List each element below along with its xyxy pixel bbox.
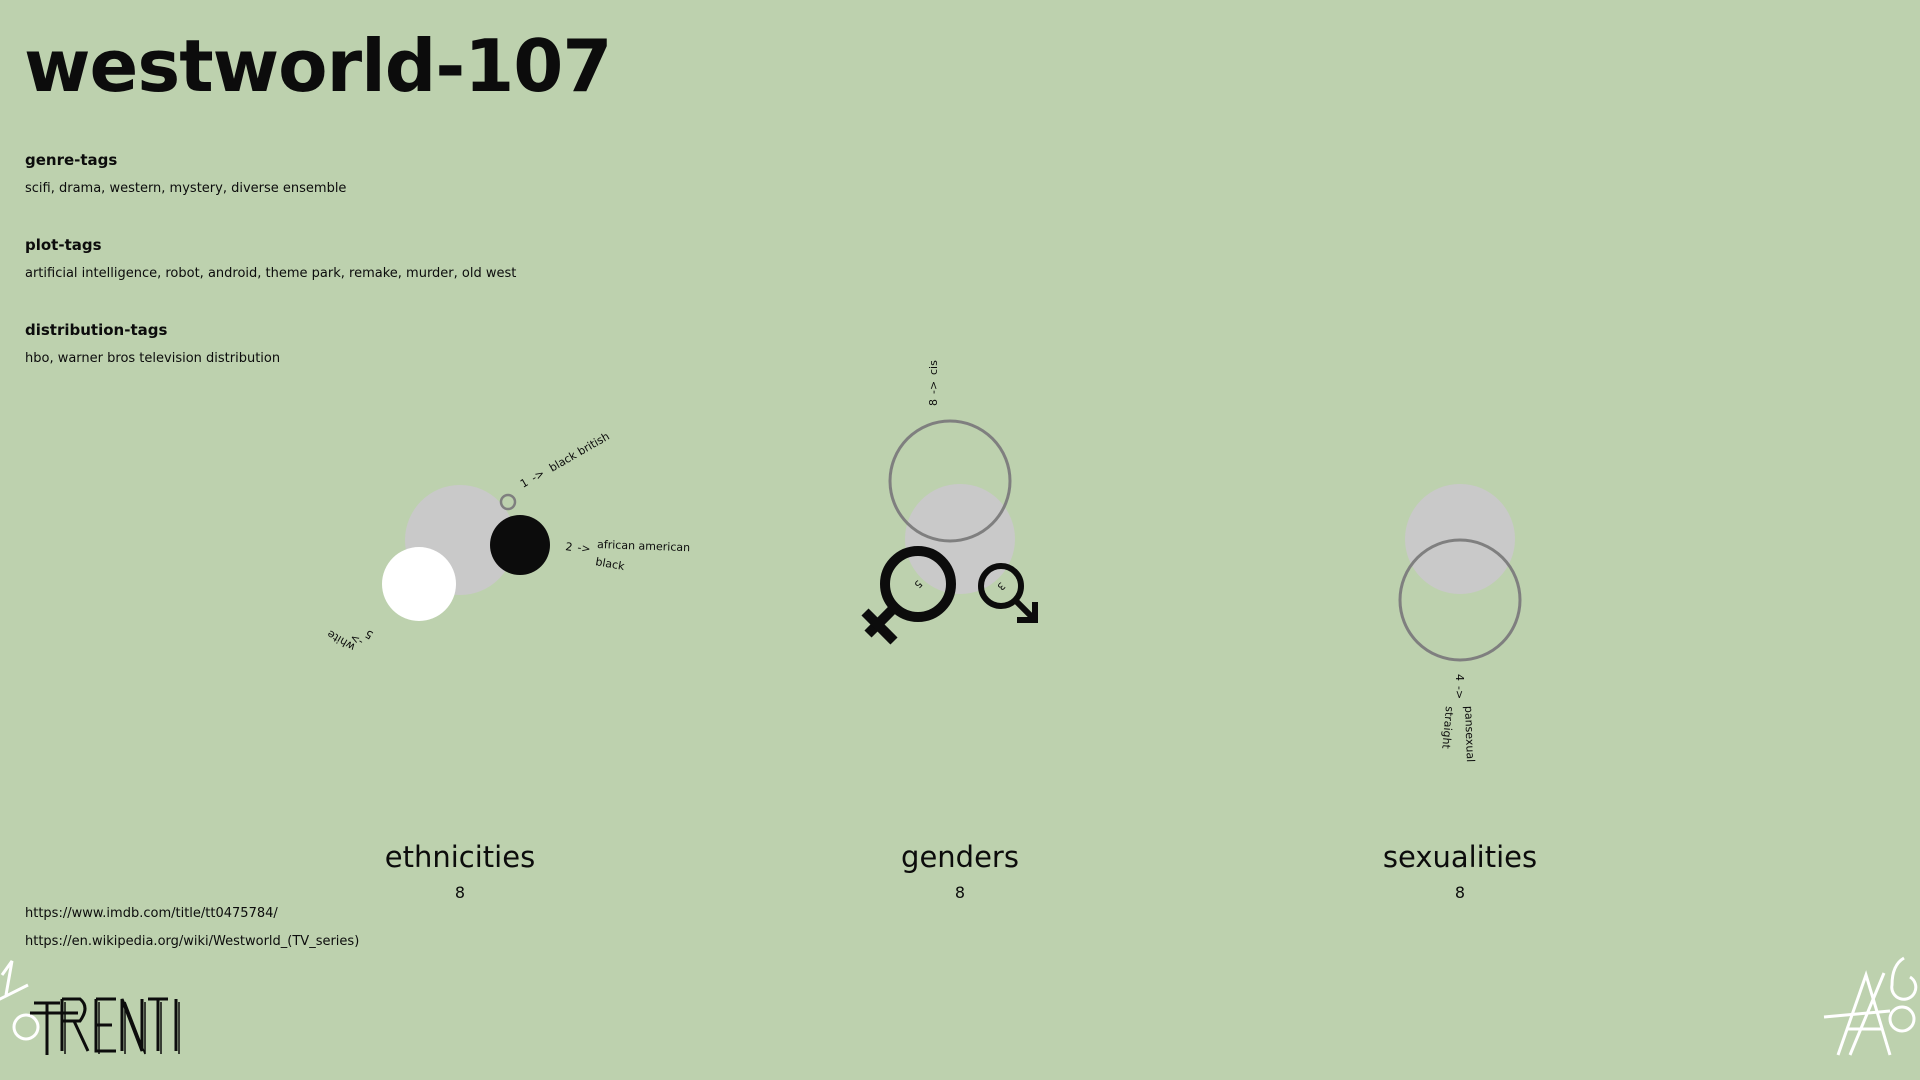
distribution-tags-block: distribution-tags hbo, warner bros telev… [25,321,280,366]
white-circle [382,547,456,621]
genre-tags-heading: genre-tags [25,151,118,169]
a6-logo [1823,956,1918,1056]
page-title: westworld-107 [24,24,613,108]
plot-tags-list: artificial intelligence, robot, android,… [25,266,517,281]
cis-count: 8 [927,399,940,406]
female-count: 5 [912,578,924,590]
male-symbol-icon: 3 [978,563,1038,623]
white-label: white [325,627,358,653]
pansexual-circle [1398,538,1522,662]
pansexual-label: pansexual [1462,706,1477,763]
genders-label: genders [901,840,1019,874]
straight-label: straight [1439,706,1456,750]
trenti-logo [0,960,180,1055]
wikipedia-link[interactable]: https://en.wikipedia.org/wiki/Westworld_… [25,934,360,949]
sexualities-count: 8 [1454,883,1466,902]
black-british-count: 1 [518,476,531,491]
black-british-circle [499,493,517,511]
cast-visualization: 1 -> black british 2 -> african american… [325,360,1522,763]
source-links: https://www.imdb.com/title/tt0475784/ ht… [25,906,359,962]
ethnicities-label: ethnicities [384,840,536,874]
pansexual-count: 4 [1453,674,1466,681]
sexualities-label: sexualities [1382,840,1538,874]
distribution-tags-list: hbo, warner bros television distribution [25,351,281,366]
african-american-circle [490,515,550,575]
white-arrow: -> [348,631,366,649]
cis-label: cis [927,360,940,375]
female-symbol-icon: 5 [861,546,956,645]
male-count: 3 [995,580,1007,592]
black-british-label: black british [547,430,612,475]
african-american-arrow: -> [577,541,592,556]
black-british-arrow: -> [529,467,547,485]
genders-chart: 8 -> cis 5 3 [861,360,1038,645]
genre-tags-list: scifi, drama, western, mystery, diverse … [25,181,347,196]
ethnicities-count: 8 [454,883,466,902]
imdb-link[interactable]: https://www.imdb.com/title/tt0475784/ [25,906,278,921]
genders-count: 8 [954,883,966,902]
pansexual-arrow: -> [1453,686,1466,699]
cis-circle [888,419,1012,543]
plot-tags-heading: plot-tags [25,236,102,254]
plot-tags-block: plot-tags artificial intelligence, robot… [25,236,516,281]
sexualities-chart: 4 -> pansexual straight [1398,484,1522,763]
genre-tags-block: genre-tags scifi, drama, western, myster… [25,151,346,196]
african-american-count: 2 [565,540,574,554]
ethnicities-chart: 1 -> black british 2 -> african american… [325,430,691,654]
distribution-tags-heading: distribution-tags [25,321,168,339]
black-label: black [594,555,626,573]
cis-arrow: -> [927,381,940,394]
african-american-label: african american [597,538,690,554]
